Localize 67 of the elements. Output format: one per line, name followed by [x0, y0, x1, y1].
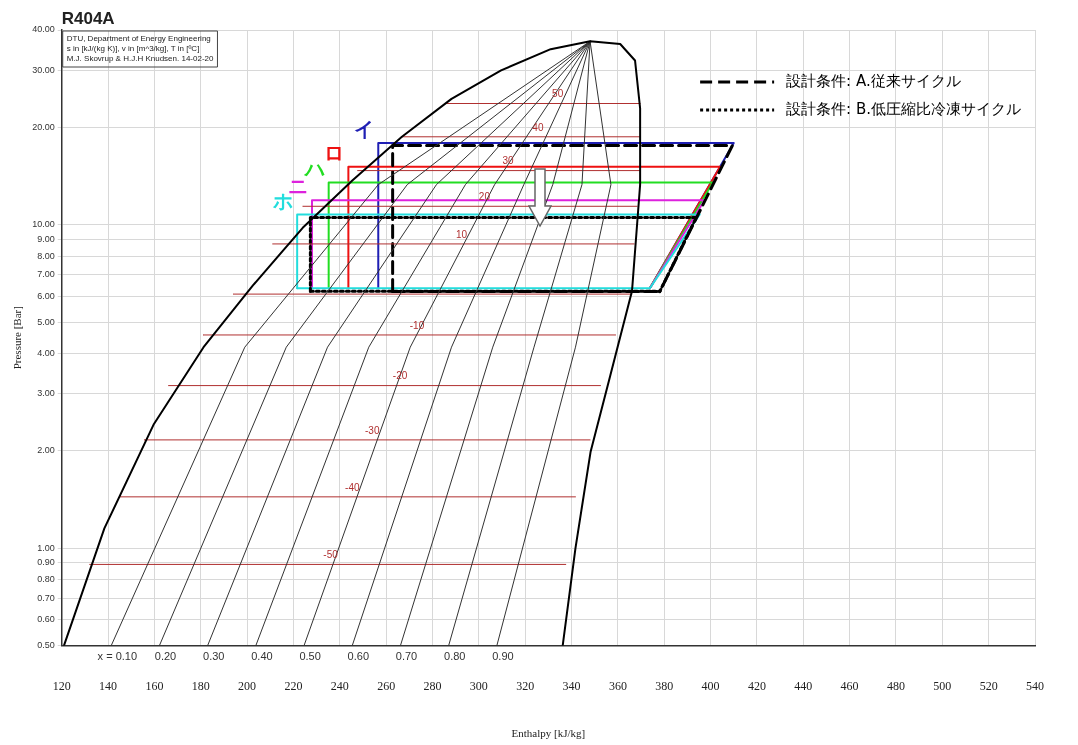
annotation: 0.80: [444, 649, 466, 662]
y-tick-label: 7.00: [37, 269, 55, 280]
x-tick-label: 440: [794, 678, 813, 693]
x-tick-label: 520: [979, 678, 998, 693]
y-tick-label: 0.80: [37, 573, 55, 584]
y-tick-label: 5.00: [37, 316, 55, 327]
x-tick-label: 180: [191, 678, 210, 693]
y-tick-label: 6.00: [37, 290, 55, 301]
annotation: 0.20: [154, 649, 177, 662]
annotation: 0.90: [492, 649, 514, 662]
y-tick-label: 0.50: [37, 639, 55, 650]
x-tick-label: 260: [377, 678, 396, 693]
y-tick-label: 0.60: [37, 614, 55, 625]
x-tick-label: 120: [52, 678, 71, 693]
x-tick-label: 380: [655, 678, 674, 693]
annotation: 0.30: [203, 649, 225, 662]
annotation: ハ: [302, 156, 325, 181]
annotation: s in [kJ/(kg K)], v in [m^3/kg], T in [ºC]: [66, 44, 200, 54]
annotation: 0.50: [299, 649, 321, 662]
x-tick-label: 320: [516, 678, 535, 693]
x-tick-label: 480: [886, 678, 905, 693]
y-tick-label: 4.00: [37, 347, 55, 358]
x-tick-label: 240: [330, 678, 349, 693]
y-tick-label: 1.00: [37, 542, 55, 553]
y-tick-label: 30.00: [32, 64, 55, 75]
y-tick-label: 10.00: [32, 219, 55, 230]
y-tick-label: 0.90: [37, 557, 55, 568]
annotation: 50: [552, 88, 564, 100]
x-axis-title: Enthalpy [kJ/kg]: [511, 727, 586, 740]
annotation: イ: [354, 117, 375, 142]
y-axis-title: Pressure [Bar]: [11, 306, 24, 370]
annotation: 0.40: [251, 649, 273, 662]
annotation: ロ: [324, 141, 345, 166]
chart-title: R404A: [61, 9, 115, 29]
x-tick-label: 400: [701, 678, 720, 693]
x-tick-label: 300: [469, 678, 488, 693]
annotation: -40: [345, 481, 360, 493]
y-tick-label: 3.00: [37, 388, 55, 399]
x-tick-label: 200: [238, 678, 257, 693]
x-tick-label: 160: [145, 678, 164, 693]
annotation: 40: [532, 121, 544, 133]
annotation: 0.60: [347, 649, 370, 662]
annotation: 30: [502, 155, 515, 167]
x-tick-label: 420: [747, 678, 766, 693]
annotation: x = 0.10: [97, 649, 138, 662]
y-tick-label: 8.00: [37, 250, 55, 261]
annotation: -10: [409, 319, 425, 331]
x-tick-label: 360: [608, 678, 627, 693]
x-tick-label: 340: [562, 678, 581, 693]
x-tick-label: 540: [1026, 678, 1044, 693]
y-tick-label: 2.00: [37, 445, 55, 456]
y-tick-label: 9.00: [37, 233, 55, 244]
y-tick-label: 40.00: [32, 24, 55, 35]
legend-label: 設計条件: A.従来サイクル: [786, 71, 961, 90]
x-tick-label: 460: [840, 678, 859, 693]
y-tick-label: 20.00: [32, 121, 55, 132]
annotation: 0.70: [395, 649, 418, 662]
x-tick-label: 500: [933, 678, 952, 693]
x-tick-label: 140: [99, 678, 118, 693]
annotation: DTU, Department of Energy Engineering: [66, 34, 211, 44]
annotation: M.J. Skovrup & H.J.H Knudsen. 14-02-20: [66, 54, 215, 64]
x-tick-label: 280: [423, 678, 442, 693]
legend-label: 設計条件: B.低圧縮比冷凍サイクル: [786, 99, 1022, 118]
annotation: -30: [365, 424, 380, 436]
x-tick-label: 220: [284, 678, 303, 693]
annotation: 10: [455, 228, 468, 240]
y-tick-label: 0.70: [37, 592, 55, 603]
